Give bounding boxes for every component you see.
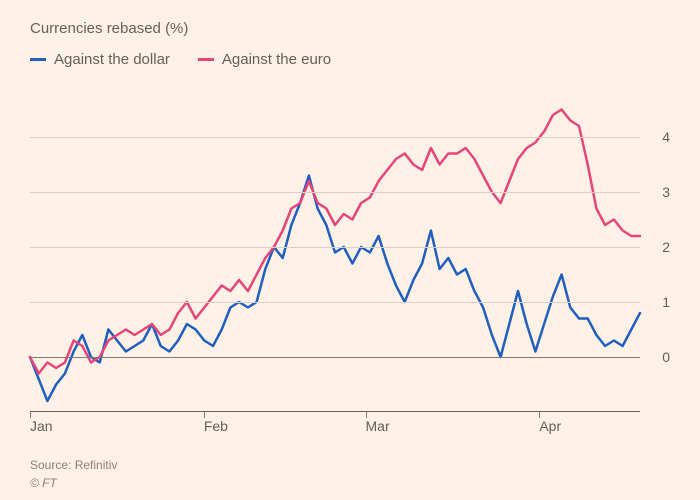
legend-label-euro: Against the euro	[222, 51, 331, 68]
plot-area: 01234JanFebMarApr	[30, 82, 670, 412]
x-label-feb: Feb	[204, 418, 228, 434]
chart-subtitle: Currencies rebased (%)	[30, 20, 670, 37]
y-label-2: 2	[662, 239, 670, 255]
y-label-4: 4	[662, 129, 670, 145]
legend-item-dollar: Against the dollar	[30, 51, 170, 68]
grid-line-1	[30, 302, 640, 303]
legend-swatch-euro	[198, 58, 214, 61]
x-axis-baseline	[30, 411, 640, 412]
x-label-apr: Apr	[539, 418, 561, 434]
grid-line-2	[30, 247, 640, 248]
series-line	[30, 110, 640, 374]
legend: Against the dollar Against the euro	[30, 51, 670, 68]
y-label-0: 0	[662, 349, 670, 365]
copyright-text: © FT	[30, 476, 57, 490]
source-text: Source: Refinitiv	[30, 458, 117, 472]
legend-item-euro: Against the euro	[198, 51, 331, 68]
grid-line-0	[30, 357, 640, 358]
y-label-1: 1	[662, 294, 670, 310]
x-label-jan: Jan	[30, 418, 53, 434]
y-label-3: 3	[662, 184, 670, 200]
legend-label-dollar: Against the dollar	[54, 51, 170, 68]
legend-swatch-dollar	[30, 58, 46, 61]
chart-container: Currencies rebased (%) Against the dolla…	[0, 0, 700, 500]
x-label-mar: Mar	[366, 418, 390, 434]
grid-line-4	[30, 137, 640, 138]
grid-line-3	[30, 192, 640, 193]
series-line	[30, 176, 640, 402]
